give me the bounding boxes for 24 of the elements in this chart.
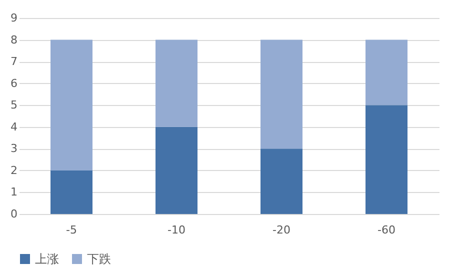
x-tick-label: -5 bbox=[66, 224, 77, 236]
bar bbox=[50, 170, 92, 214]
y-tick-label: 9 bbox=[10, 12, 18, 24]
y-tick-label: 0 bbox=[10, 208, 18, 220]
bar bbox=[156, 126, 198, 214]
y-tick-label: 8 bbox=[10, 33, 18, 46]
bar bbox=[260, 148, 302, 214]
y-tick-label: 1 bbox=[10, 186, 18, 199]
legend-label: 上涨 bbox=[35, 252, 59, 266]
legend-label: 下跌 bbox=[87, 252, 111, 266]
y-tick-label: 2 bbox=[10, 164, 18, 177]
bar bbox=[260, 40, 302, 149]
bar bbox=[366, 40, 408, 106]
bar bbox=[366, 105, 408, 214]
bar bbox=[50, 40, 92, 170]
y-tick-label: 3 bbox=[10, 142, 18, 156]
x-tick-label: -10 bbox=[168, 224, 186, 236]
x-tick-label: -20 bbox=[272, 224, 290, 236]
y-tick-label: 6 bbox=[10, 76, 18, 90]
y-tick-label: 7 bbox=[10, 55, 18, 68]
y-tick-label: 4 bbox=[10, 120, 18, 134]
y-tick-label: 5 bbox=[10, 98, 18, 112]
x-tick-label: -60 bbox=[378, 224, 396, 236]
bar bbox=[156, 40, 198, 127]
